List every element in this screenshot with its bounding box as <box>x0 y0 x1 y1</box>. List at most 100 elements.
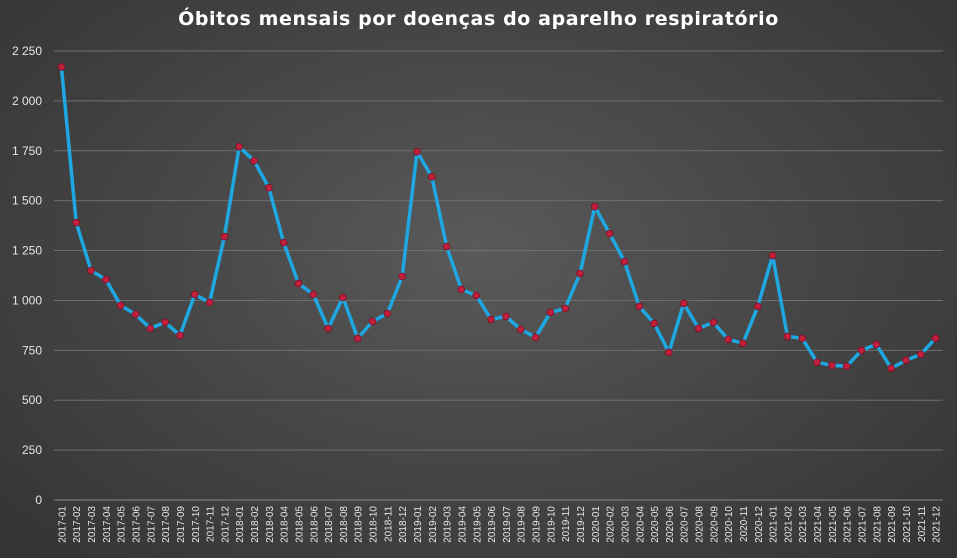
data-point <box>57 63 66 71</box>
data-point <box>294 279 303 288</box>
data-point <box>887 364 895 373</box>
x-tick-label: 2020-12 <box>754 506 765 543</box>
data-point <box>546 308 555 317</box>
x-tick-label: 2020-09 <box>709 506 720 543</box>
y-tick-label: 500 <box>22 393 42 407</box>
data-point <box>902 356 910 365</box>
data-point <box>783 332 792 341</box>
y-tick-label: 1 500 <box>12 194 42 208</box>
data-point <box>620 257 629 266</box>
data-point <box>279 238 288 247</box>
x-tick-label: 2017-02 <box>72 506 83 543</box>
x-tick-label: 2020-04 <box>635 506 646 543</box>
x-tick-label: 2021-05 <box>828 506 839 543</box>
data-point <box>102 275 110 284</box>
x-tick-label: 2019-04 <box>457 506 468 543</box>
y-tick-label: 1 250 <box>12 244 42 258</box>
x-tick-label: 2021-08 <box>872 506 883 543</box>
x-tick-label: 2019-08 <box>517 506 528 543</box>
x-tick-label: 2018-07 <box>324 506 335 543</box>
x-tick-label: 2021-06 <box>843 506 854 543</box>
x-tick-label: 2018-11 <box>383 506 394 542</box>
x-tick-label: 2019-01 <box>413 506 424 543</box>
x-tick-label: 2020-07 <box>680 506 691 543</box>
x-tick-label: 2018-05 <box>294 506 305 543</box>
data-point <box>205 298 214 307</box>
x-tick-label: 2018-10 <box>369 506 380 543</box>
data-point <box>442 242 451 251</box>
x-tick-label: 2021-10 <box>902 506 913 543</box>
x-tick-label: 2018-02 <box>250 506 261 543</box>
data-point <box>176 331 184 340</box>
x-tick-label: 2019-12 <box>576 506 587 543</box>
data-point <box>635 302 644 311</box>
data-point <box>857 346 866 355</box>
data-point <box>561 304 569 313</box>
data-point <box>250 156 258 165</box>
x-tick-label: 2017-03 <box>87 506 98 543</box>
data-point <box>190 290 199 299</box>
data-point <box>309 290 318 299</box>
data-point <box>739 339 747 348</box>
x-tick-label: 2021-02 <box>783 506 794 543</box>
data-point <box>398 272 406 281</box>
data-point <box>87 266 95 275</box>
data-point <box>324 324 332 333</box>
data-point <box>694 324 703 333</box>
data-point <box>383 309 392 318</box>
data-point <box>679 299 688 308</box>
data-point <box>235 142 244 151</box>
x-tick-label: 2017-08 <box>161 506 172 543</box>
data-point <box>161 318 169 327</box>
x-tick-label: 2017-12 <box>220 506 231 543</box>
x-tick-label: 2020-11 <box>739 506 750 542</box>
x-tick-label: 2018-12 <box>398 506 409 543</box>
x-tick-label: 2019-07 <box>502 506 513 543</box>
x-tick-label: 2019-06 <box>487 506 498 543</box>
x-tick-label: 2017-01 <box>57 506 68 543</box>
x-tick-label: 2018-09 <box>354 506 365 543</box>
data-point <box>591 202 599 211</box>
x-tick-label: 2020-02 <box>606 506 617 543</box>
x-tick-label: 2020-01 <box>591 506 602 543</box>
y-tick-label: 750 <box>22 343 42 357</box>
x-tick-label: 2019-05 <box>472 506 483 543</box>
x-tick-label: 2020-08 <box>695 506 706 543</box>
data-point <box>576 269 584 278</box>
data-point <box>339 293 347 302</box>
x-tick-label: 2021-12 <box>932 506 943 543</box>
data-point <box>457 285 466 294</box>
y-tick-label: 2 250 <box>12 44 42 58</box>
y-tick-label: 1 750 <box>12 144 42 158</box>
data-point <box>813 358 821 367</box>
x-tick-label: 2021-07 <box>858 506 869 543</box>
x-tick-label: 2020-10 <box>724 506 735 543</box>
chart-title: Óbitos mensais por doenças do aparelho r… <box>178 8 779 30</box>
data-point <box>131 310 140 319</box>
data-point <box>502 312 510 321</box>
data-point <box>665 348 673 357</box>
data-point <box>116 301 125 310</box>
x-tick-label: 2019-11 <box>561 506 572 542</box>
series-line <box>59 65 938 371</box>
y-tick-label: 2 000 <box>12 94 42 108</box>
x-tick-label: 2018-06 <box>309 506 320 543</box>
y-tick-label: 250 <box>22 443 42 457</box>
x-tick-label: 2021-04 <box>813 506 824 543</box>
data-point <box>872 340 881 349</box>
x-tick-label: 2019-02 <box>428 506 439 543</box>
data-point <box>931 334 940 343</box>
x-tick-label: 2019-09 <box>532 506 543 543</box>
x-tick-label: 2020-06 <box>665 506 676 543</box>
data-point <box>753 302 762 311</box>
data-point <box>487 315 495 324</box>
x-tick-label: 2017-10 <box>191 506 202 543</box>
data-point <box>768 251 777 260</box>
data-point <box>516 325 525 334</box>
data-point <box>72 218 81 227</box>
x-tick-label: 2021-09 <box>887 506 898 543</box>
x-tick-label: 2017-04 <box>102 506 113 543</box>
x-tick-label: 2017-11 <box>206 506 217 542</box>
